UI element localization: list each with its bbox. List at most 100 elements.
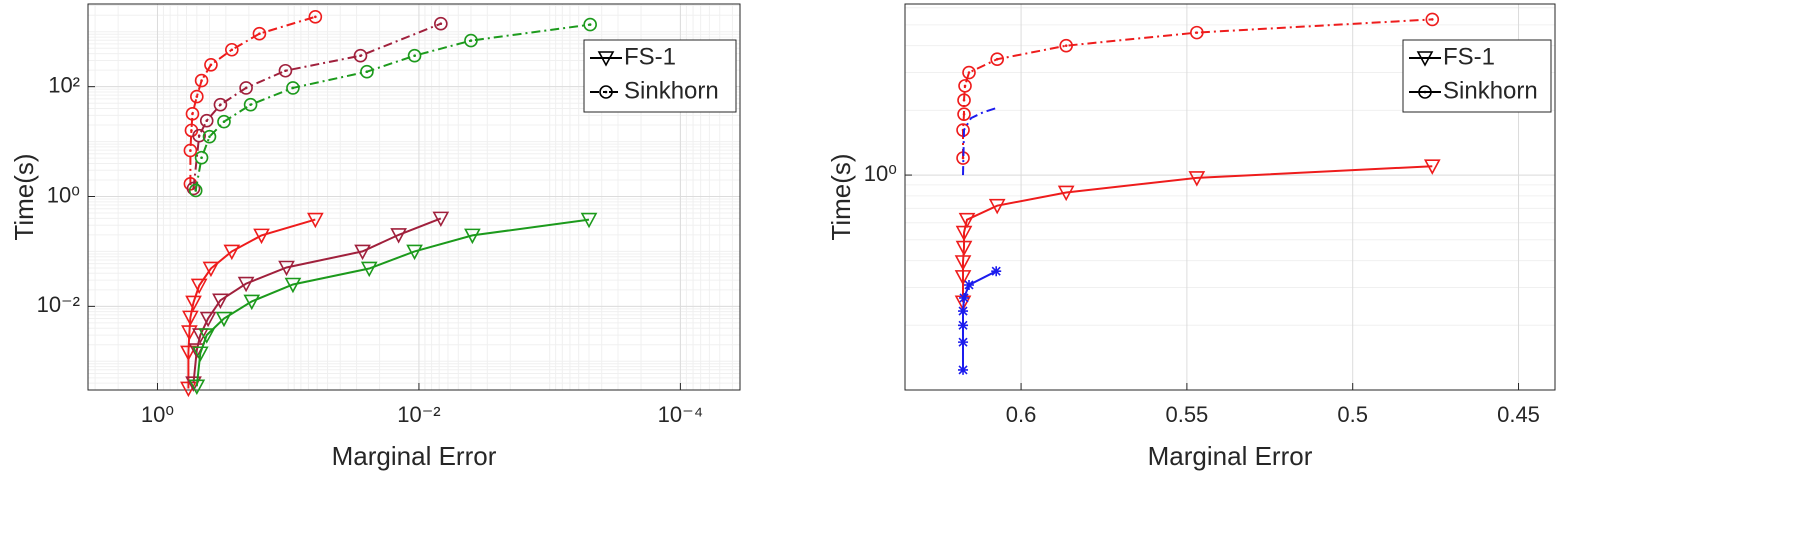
marker-ring [308, 10, 323, 24]
marker-triangle [307, 212, 324, 229]
marker-circle [213, 97, 228, 112]
marker-ring [958, 79, 972, 93]
marker-ring [217, 114, 231, 129]
marker-dot [1423, 90, 1427, 94]
x-tick-label: 10⁰ [141, 402, 174, 427]
marker-dot [284, 69, 287, 73]
marker-ring [192, 128, 206, 143]
x-tick-label: 0.45 [1497, 402, 1540, 427]
marker-circle [599, 85, 613, 99]
marker-circle [1190, 25, 1204, 40]
y-tick-label: 10² [48, 72, 80, 97]
axes-frame [904, 3, 1556, 391]
marker-asterisk [958, 320, 969, 331]
marker-triangle [202, 261, 220, 278]
marker-dot [961, 156, 965, 160]
marker-circle [186, 181, 201, 196]
series-line [192, 22, 442, 189]
marker-ring [599, 85, 613, 99]
series-line [195, 218, 590, 387]
marker-ring [204, 58, 218, 72]
marker-triangle [181, 325, 198, 341]
y-axis-label: Time(s) [9, 153, 39, 240]
marker-circle [225, 42, 239, 57]
marker-circle [185, 107, 200, 121]
marker-dot [1430, 18, 1434, 21]
marker-dot [190, 129, 193, 132]
marker-dot [197, 134, 201, 138]
x-axis-label: Marginal Error [1148, 441, 1313, 471]
marker-triangle [1057, 185, 1075, 202]
x-tick-label: 0.5 [1337, 402, 1368, 427]
marker-ring [190, 89, 204, 104]
marker-circle [308, 10, 323, 24]
marker-triangle [182, 310, 199, 327]
marker-triangle [180, 345, 197, 362]
marker-ring [1425, 12, 1440, 27]
marker-dot [189, 149, 192, 152]
marker-triangle [188, 379, 206, 396]
marker-circle [962, 65, 976, 80]
marker-triangle [954, 255, 972, 271]
marker-triangle [1416, 51, 1434, 67]
marker-circle [957, 107, 971, 121]
legend: FS-1 Sinkhorn [583, 39, 737, 113]
axes: 0.6 0.55 0.5 0.45 10⁰ Marginal Error Time(s) FS… [826, 3, 1556, 471]
marker-ring [1059, 38, 1073, 53]
marker-circle [353, 48, 368, 63]
marker-triangle [198, 328, 216, 344]
marker-ring [239, 81, 253, 95]
marker-ring [185, 107, 200, 121]
marker-dot [588, 23, 592, 26]
marker-circle [1059, 38, 1073, 53]
marker-circle [286, 81, 300, 95]
marker-ring [353, 48, 368, 63]
marker-ring [1190, 25, 1204, 40]
marker-triangle [432, 211, 450, 228]
marker-ring [194, 73, 209, 88]
marker-ring [434, 16, 448, 31]
legend-label: FS-1 [1443, 43, 1495, 70]
marker-dot [200, 79, 203, 82]
series-line [962, 18, 1433, 158]
marker-ring [199, 113, 214, 128]
marker-ring [407, 48, 422, 63]
marker-triangle [223, 244, 241, 261]
y-tick-label: 10⁰ [47, 182, 80, 207]
axes-frame [87, 3, 741, 391]
marker-triangle [185, 295, 202, 312]
marker-circle [407, 48, 422, 63]
marker-asterisk [964, 279, 975, 290]
marker-triangle [597, 51, 615, 67]
marker-dot [314, 15, 317, 19]
marker-dot [962, 98, 966, 102]
marker-circle [202, 129, 217, 144]
marker-triangle [955, 240, 973, 257]
marker-dot [194, 189, 198, 192]
x-tick-label: 0.6 [1006, 402, 1037, 427]
marker-circle [239, 81, 253, 95]
marker-dot [244, 86, 248, 90]
marker-dot [230, 48, 234, 52]
legend-label: Sinkhorn [1443, 77, 1538, 104]
legend-label: FS-1 [624, 43, 676, 70]
marker-ring [278, 63, 293, 78]
marker-circle [1425, 12, 1440, 27]
marker-dot [258, 32, 261, 36]
marker-ring [213, 97, 228, 112]
x-axis-label: Marginal Error [332, 441, 497, 471]
legend-label: Sinkhorn [624, 77, 719, 104]
series-line [187, 218, 316, 389]
axes: 10⁰ 10⁻² 10⁻⁴ 10⁻² 10⁰ 10² Marginal Error Time(… [9, 3, 741, 471]
x-tick-label: 10⁻² [397, 402, 440, 427]
marker-dot [963, 84, 967, 88]
marker-triangle [580, 212, 598, 229]
marker-dot [192, 187, 195, 190]
y-axis-label: Time(s) [826, 153, 856, 240]
marker-ring [225, 42, 239, 57]
marker-triangle [954, 270, 972, 286]
marker-triangle [988, 198, 1006, 215]
marker-circle [957, 93, 971, 108]
marker-ring [252, 26, 267, 41]
